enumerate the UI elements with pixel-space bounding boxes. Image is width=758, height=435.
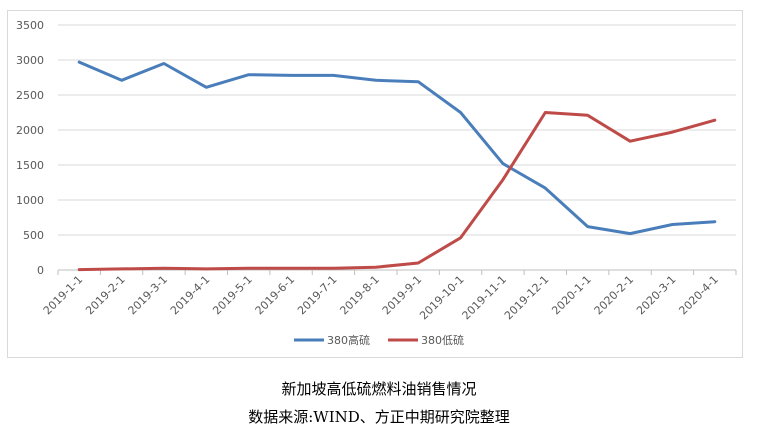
y-tick-label: 2500 [16, 89, 44, 102]
line-chart: 05001000150020002500300035002019-1-12019… [16, 19, 737, 347]
x-tick-label: 2019-5-1 [210, 273, 255, 318]
x-tick-label: 2020-3-1 [634, 273, 679, 318]
chart-caption-title: 新加坡高低硫燃料油销售情况 [281, 380, 477, 398]
x-tick-label: 2019-9-1 [380, 273, 425, 318]
x-tick-label: 2019-6-1 [253, 273, 298, 318]
series-line-2 [77, 111, 717, 272]
chart-frame [7, 10, 743, 358]
y-tick-label: 1500 [16, 159, 44, 172]
y-tick-label: 0 [37, 264, 44, 277]
x-tick-label: 2020-4-1 [676, 273, 721, 318]
y-tick-label: 3500 [16, 19, 44, 32]
x-tick-label: 2019-10-1 [417, 273, 466, 322]
chart-caption-source: 数据来源:WIND、方正中期研究院整理 [248, 408, 510, 426]
x-tick-label: 2019-4-1 [168, 273, 213, 318]
y-tick-label: 3000 [16, 54, 44, 67]
legend-label-1: 380高硫 [327, 333, 370, 347]
y-tick-label: 500 [23, 229, 44, 242]
y-tick-label: 2000 [16, 124, 44, 137]
x-tick-label: 2019-11-1 [460, 273, 509, 322]
x-tick-label: 2019-3-1 [126, 273, 171, 318]
x-tick-label: 2020-1-1 [549, 273, 594, 318]
x-tick-label: 2020-2-1 [592, 273, 637, 318]
x-tick-label: 2019-8-1 [337, 273, 382, 318]
x-tick-label: 2019-7-1 [295, 273, 340, 318]
x-tick-label: 2019-2-1 [83, 273, 128, 318]
legend-label-2: 380低硫 [421, 333, 464, 347]
x-tick-label: 2019-1-1 [41, 273, 86, 318]
y-tick-label: 1000 [16, 194, 44, 207]
series-line-1 [77, 60, 717, 236]
x-tick-label: 2019-12-1 [502, 273, 551, 322]
